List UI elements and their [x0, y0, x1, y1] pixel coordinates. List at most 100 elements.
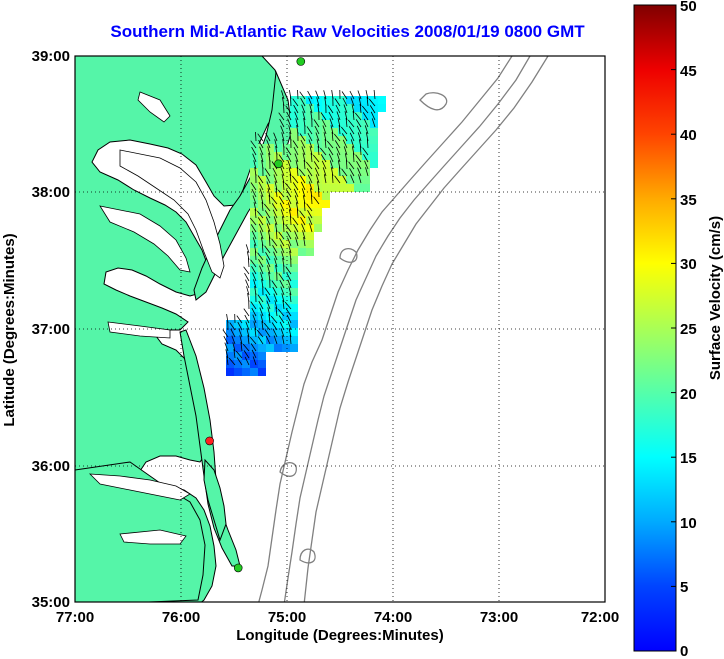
velocity-cell — [338, 136, 346, 144]
radar-station-marker — [296, 57, 306, 66]
velocity-arrow — [294, 153, 299, 163]
velocity-arrow — [272, 167, 278, 177]
velocity-arrow — [305, 161, 313, 170]
velocity-arrow — [249, 217, 257, 226]
velocity-cell — [258, 240, 266, 248]
velocity-arrow — [281, 90, 285, 100]
velocity-arrow — [314, 167, 320, 177]
velocity-arrow — [245, 321, 250, 331]
colorbar-tick: 30 — [680, 256, 697, 273]
velocity-arrow — [266, 223, 271, 233]
velocity-cell — [258, 192, 266, 200]
velocity-cell — [290, 336, 298, 344]
velocity-cell — [290, 320, 298, 328]
velocity-arrow — [328, 111, 334, 121]
velocity-arrow — [322, 167, 327, 177]
velocity-arrow — [361, 105, 369, 114]
velocity-arrow — [347, 119, 355, 128]
velocity-arrow — [344, 111, 348, 121]
velocity-cell — [314, 112, 322, 120]
y-tick: 35:00 — [32, 594, 70, 611]
velocity-arrow — [274, 300, 278, 310]
velocity-arrow — [294, 230, 299, 240]
velocity-cell — [282, 344, 290, 352]
velocity-arrow — [301, 146, 306, 156]
velocity-arrow — [349, 168, 355, 177]
velocity-arrow — [223, 335, 229, 345]
velocity-arrow — [323, 174, 327, 184]
velocity-cell — [282, 152, 290, 160]
velocity-cell — [330, 144, 338, 152]
velocity-arrow — [315, 174, 320, 184]
velocity-cell — [290, 104, 298, 112]
velocity-arrow — [288, 328, 292, 338]
velocity-arrow — [237, 321, 243, 331]
velocity-arrow — [366, 96, 369, 107]
velocity-cell — [362, 112, 370, 120]
velocity-arrow — [316, 139, 320, 149]
velocity-arrow — [292, 217, 299, 226]
velocity-arrow — [346, 159, 348, 170]
velocity-arrow — [287, 279, 292, 289]
velocity-cell — [226, 360, 234, 368]
velocity-arrow — [273, 216, 278, 226]
velocity-arrow — [359, 103, 362, 114]
velocity-arrow — [263, 322, 271, 331]
velocity-arrow — [313, 161, 320, 170]
velocity-cell — [234, 336, 242, 344]
velocity-cell — [322, 160, 330, 168]
velocity-arrow — [251, 307, 257, 317]
velocity-cell — [322, 176, 330, 184]
grid-lines — [75, 56, 605, 602]
velocity-arrow — [300, 181, 306, 191]
velocity-arrow — [272, 209, 278, 219]
velocity-arrow — [313, 196, 320, 205]
velocity-arrow — [251, 230, 257, 240]
velocity-arrow — [348, 161, 355, 170]
velocity-cell — [274, 296, 282, 304]
velocity-arrow — [243, 350, 250, 359]
velocity-arrow — [306, 168, 313, 177]
velocity-cell — [306, 240, 314, 248]
velocity-cell — [354, 136, 362, 144]
velocity-cell — [290, 256, 298, 264]
velocity-arrow — [261, 201, 264, 212]
velocity-cell — [306, 176, 314, 184]
velocity-arrow — [307, 210, 313, 219]
velocity-cell — [290, 296, 298, 304]
map-title: Southern Mid-Atlantic Raw Velocities 200… — [110, 22, 585, 41]
velocity-cell — [250, 296, 258, 304]
velocity-arrow — [336, 153, 341, 163]
velocity-cell — [282, 256, 290, 264]
velocity-arrow — [253, 202, 257, 212]
velocity-arrow — [310, 152, 313, 163]
velocity-arrow — [329, 160, 334, 170]
velocity-cell — [266, 248, 274, 256]
velocity-arrow — [259, 307, 264, 317]
colorbar-label: Surface Velocity (cm/s) — [707, 216, 724, 380]
velocity-arrow — [358, 174, 362, 184]
velocity-arrow — [304, 201, 306, 212]
velocity-cell — [290, 232, 298, 240]
velocity-cell — [226, 344, 234, 352]
velocity-cell — [266, 288, 274, 296]
velocity-arrow — [308, 216, 313, 226]
velocity-arrow — [322, 125, 327, 135]
velocity-arrow — [341, 168, 348, 177]
velocity-arrow — [233, 349, 236, 359]
velocity-arrow — [341, 133, 348, 142]
velocity-arrow — [262, 243, 264, 254]
velocity-arrow — [297, 208, 299, 219]
velocity-cell — [314, 136, 322, 144]
plot-frame — [74, 55, 606, 603]
velocity-cell — [290, 112, 298, 120]
velocity-arrow — [365, 167, 369, 177]
velocity-arrow — [295, 118, 299, 128]
velocity-arrow — [307, 132, 313, 142]
velocity-cell — [290, 152, 298, 160]
velocity-cell — [298, 224, 306, 232]
velocity-cell — [250, 192, 258, 200]
velocity-arrow — [330, 125, 334, 135]
velocity-arrow — [283, 103, 285, 114]
